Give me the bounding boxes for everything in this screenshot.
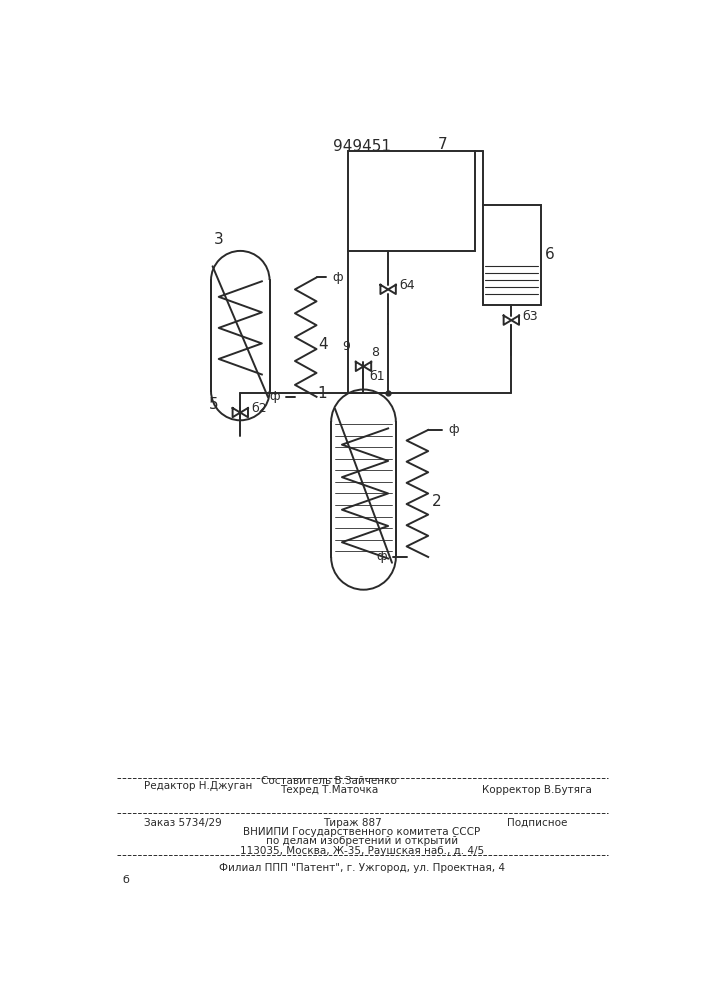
Text: Заказ 5734/29: Заказ 5734/29	[144, 818, 222, 828]
Ellipse shape	[211, 362, 269, 420]
Text: ВНИИПИ Государственного комитета СССР: ВНИИПИ Государственного комитета СССР	[243, 827, 481, 837]
Ellipse shape	[211, 251, 269, 309]
Text: 6: 6	[545, 247, 555, 262]
Text: Тираж 887: Тираж 887	[322, 818, 381, 828]
Bar	[331, 422, 396, 557]
Text: ф: ф	[269, 390, 279, 403]
Text: б2: б2	[251, 402, 267, 415]
Bar	[348, 151, 475, 251]
Text: б1: б1	[370, 370, 385, 383]
Ellipse shape	[331, 525, 396, 590]
Text: по делам изобретений и открытий: по делам изобретений и открытий	[266, 836, 458, 846]
Text: Составитель В.Зайченко: Составитель В.Зайченко	[261, 776, 397, 786]
Text: 5: 5	[209, 397, 218, 412]
Text: 9: 9	[342, 340, 350, 353]
Text: Филиал ППП "Патент", г. Ужгород, ул. Проектная, 4: Филиал ППП "Патент", г. Ужгород, ул. Про…	[219, 863, 505, 873]
Text: ф: ф	[448, 423, 459, 436]
Text: ф: ф	[376, 550, 387, 563]
Text: 7: 7	[438, 137, 448, 152]
Text: 1: 1	[317, 386, 327, 401]
Text: ф: ф	[332, 271, 343, 284]
Text: б3: б3	[522, 310, 538, 323]
Text: 2: 2	[432, 494, 441, 509]
Text: б: б	[122, 875, 129, 885]
Text: Подписное: Подписное	[506, 818, 567, 828]
Text: б4: б4	[399, 279, 414, 292]
Bar	[211, 280, 269, 391]
Text: Техред Т.Маточка: Техред Т.Маточка	[280, 785, 378, 795]
Text: 4: 4	[318, 337, 327, 352]
Text: 949451: 949451	[333, 139, 391, 154]
Bar	[483, 205, 541, 305]
Text: Корректор В.Бутяга: Корректор В.Бутяга	[481, 785, 592, 795]
Text: 3: 3	[214, 232, 223, 247]
Ellipse shape	[331, 389, 396, 454]
Text: 8: 8	[371, 346, 379, 359]
Text: Редактор Н.Джуган: Редактор Н.Джуган	[144, 781, 252, 791]
Text: 113035, Москва, Ж-35, Раушская наб., д. 4/5: 113035, Москва, Ж-35, Раушская наб., д. …	[240, 846, 484, 856]
